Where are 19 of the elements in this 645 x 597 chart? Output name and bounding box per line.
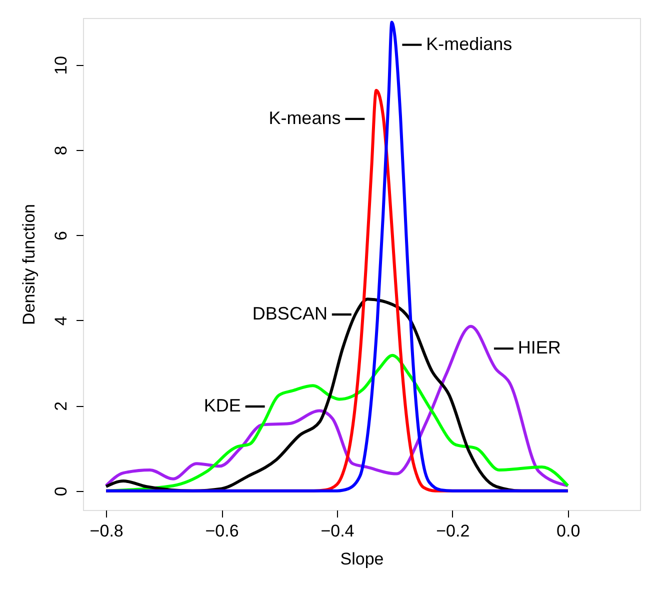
x-tick-label: −0.4	[320, 522, 354, 540]
annotation: KDE	[204, 395, 241, 416]
x-tick-label: −0.8	[90, 522, 124, 540]
x-tick-label: 0.0	[556, 522, 580, 540]
y-tick-label: 8	[52, 146, 70, 156]
y-tick-label: 4	[52, 316, 70, 326]
y-tick-label: 0	[52, 486, 70, 496]
y-tick-label: 10	[52, 56, 70, 75]
y-tick-label: 6	[52, 231, 70, 240]
line-series	[104, 324, 570, 488]
y-tick-label: 2	[52, 401, 70, 411]
annotation: HIER	[518, 338, 561, 358]
y-axis-title: Density function	[20, 204, 38, 325]
x-axis-title: Slope	[340, 550, 384, 568]
annotation: K-medians	[426, 34, 512, 54]
x-tick-label: −0.6	[205, 522, 239, 540]
annotation: DBSCAN	[252, 303, 328, 324]
annotation: K-means	[268, 108, 341, 128]
x-tick-label: −0.2	[436, 522, 470, 540]
